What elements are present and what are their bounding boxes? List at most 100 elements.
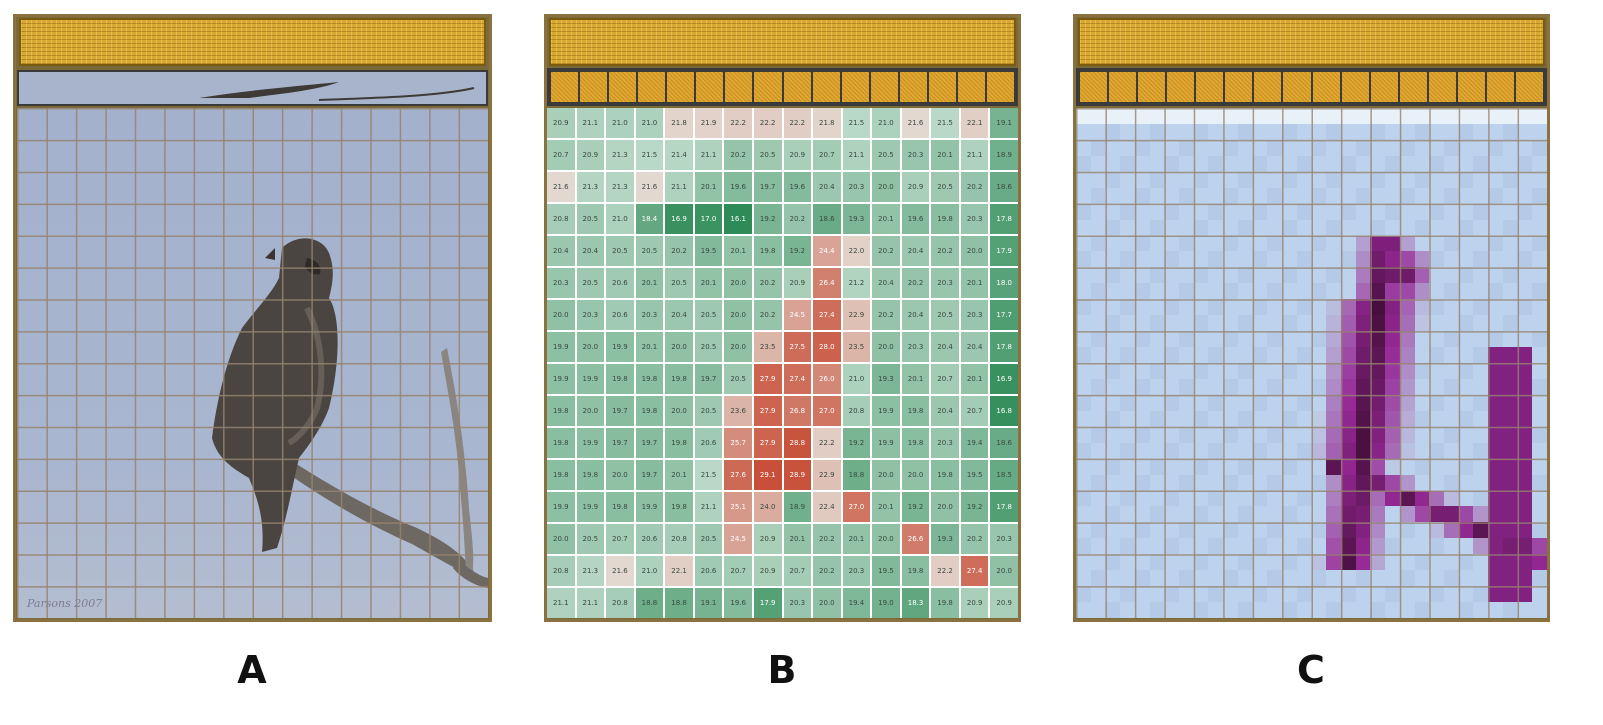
- heatmap-cell: 19.8: [547, 460, 575, 490]
- panel-label-c: C: [1297, 648, 1325, 692]
- heatmap-cell: 18.5: [990, 460, 1018, 490]
- heatmap-cell: 20.3: [783, 588, 812, 618]
- heatmap-cell: 20.2: [901, 268, 930, 298]
- heatmap-cell: 18.3: [901, 588, 930, 618]
- heatmap-cell: 20.3: [576, 300, 605, 330]
- heatmap-cell: 19.6: [901, 204, 930, 234]
- heatmap-cell: 20.3: [960, 300, 989, 330]
- heatmap-cell: 20.3: [931, 428, 959, 458]
- heatmap-cell: 20.3: [635, 300, 664, 330]
- heatmap-cell: 20.7: [547, 140, 575, 170]
- heatmap-cell: 19.6: [724, 588, 752, 618]
- heatmap-cell: 29.1: [753, 460, 782, 490]
- heatmap-cell: 22.1: [665, 556, 693, 586]
- heatmap-cell: 25.7: [724, 428, 752, 458]
- heatmap-cell: 19.7: [635, 428, 664, 458]
- heatmap-cell: 20.5: [576, 204, 605, 234]
- heatmap-cell: 20.2: [960, 172, 989, 202]
- heatmap-cell: 20.0: [547, 524, 575, 554]
- heatmap-cell: 16.1: [724, 204, 752, 234]
- heatmap-cell: 19.5: [872, 556, 900, 586]
- heatmap-cell: 19.7: [753, 172, 782, 202]
- heatmap-cell: 20.1: [872, 204, 900, 234]
- heatmap-cell: 19.8: [931, 588, 959, 618]
- heatmap-cell: 26.4: [813, 268, 841, 298]
- heatmap-cell: 23.5: [753, 332, 782, 362]
- heatmap-cell: 25.1: [724, 492, 752, 522]
- sensor-chip-header: [19, 18, 486, 66]
- heatmap-cell: 20.9: [753, 556, 782, 586]
- heatmap-cell: 18.4: [635, 204, 664, 234]
- heatmap-cell: 27.0: [842, 492, 871, 522]
- heatmap-cell: 20.5: [753, 140, 782, 170]
- heatmap-cell: 20.9: [990, 588, 1018, 618]
- heatmap-cell: 19.8: [665, 428, 693, 458]
- heatmap-cell: 20.3: [901, 140, 930, 170]
- heatmap-cell: 24.0: [753, 492, 782, 522]
- heatmap-cell: 20.9: [783, 268, 812, 298]
- heatmap-cell: 20.2: [872, 236, 900, 266]
- heatmap-cell: 19.3: [872, 364, 900, 394]
- panel-c: [1073, 14, 1550, 622]
- heatmap-cell: 19.2: [783, 236, 812, 266]
- heatmap-cell: 20.4: [931, 396, 959, 426]
- heatmap-cell: 19.9: [547, 364, 575, 394]
- panel-b: 20.9 21.1 21.0 21.0 21.8 21.9 22.2 22.2 22.2 21.8…: [544, 14, 1021, 622]
- heatmap-cell: 20.7: [931, 364, 959, 394]
- heatmap-cell: 20.3: [960, 204, 989, 234]
- panel-a: Parsons 2007: [13, 14, 492, 622]
- heatmap-cell: 21.5: [635, 140, 664, 170]
- heatmap-cell: 22.2: [753, 108, 782, 138]
- heatmap-cell: 20.0: [547, 300, 575, 330]
- heatmap-cell: 20.2: [665, 236, 693, 266]
- heatmap-cell: 20.2: [813, 524, 841, 554]
- heatmap-cell: 20.3: [990, 524, 1018, 554]
- heatmap-cell: 19.9: [606, 332, 634, 362]
- heatmap-cell: 21.0: [635, 556, 664, 586]
- heatmap-cell: 20.0: [665, 332, 693, 362]
- heatmap-cell: 20.7: [783, 556, 812, 586]
- sensor-cell-strip: [547, 68, 1018, 106]
- heatmap-cell: 20.5: [694, 300, 723, 330]
- heatmap-cell: 18.9: [990, 140, 1018, 170]
- heatmap-cell: 20.0: [813, 588, 841, 618]
- heatmap-cell: 21.0: [842, 364, 871, 394]
- heatmap-cell: 21.6: [547, 172, 575, 202]
- heatmap-cell: 20.7: [724, 556, 752, 586]
- heatmap-cell: 19.8: [931, 204, 959, 234]
- heatmap-cell: 18.6: [990, 172, 1018, 202]
- heatmap-cell: 23.5: [842, 332, 871, 362]
- heatmap-cell: 21.6: [606, 556, 634, 586]
- eagle-photo: Parsons 2007: [17, 108, 488, 618]
- heatmap-cell: 18.8: [665, 588, 693, 618]
- heatmap-cell: 17.9: [753, 588, 782, 618]
- heatmap-cell: 21.0: [606, 108, 634, 138]
- heatmap-cell: 21.6: [901, 108, 930, 138]
- heatmap-cell: 20.1: [960, 364, 989, 394]
- heatmap-cell: 21.1: [960, 140, 989, 170]
- heatmap-cell: 27.9: [753, 364, 782, 394]
- heatmap-cell: 21.3: [576, 556, 605, 586]
- heatmap-cell: 21.0: [872, 108, 900, 138]
- heatmap-cell: 20.5: [576, 268, 605, 298]
- heatmap-cell: 20.9: [547, 108, 575, 138]
- heatmap-cell: 22.9: [842, 300, 871, 330]
- heatmap-cell: 27.0: [813, 396, 841, 426]
- heatmap-cell: 20.5: [931, 172, 959, 202]
- heatmap-cell: 20.1: [872, 492, 900, 522]
- heatmap-cell: 17.0: [694, 204, 723, 234]
- heatmap-cell: 20.4: [901, 300, 930, 330]
- heatmap-cell: 19.8: [753, 236, 782, 266]
- heatmap-cell: 20.0: [990, 556, 1018, 586]
- heatmap-cell: 20.6: [694, 556, 723, 586]
- heatmap-cell: 20.1: [901, 364, 930, 394]
- heatmap-cell: 20.0: [606, 460, 634, 490]
- heatmap-cell: 20.0: [960, 236, 989, 266]
- heatmap-cell: 20.8: [547, 204, 575, 234]
- heatmap-cell: 28.9: [783, 460, 812, 490]
- heatmap-cell: 20.7: [606, 524, 634, 554]
- heatmap-cell: 20.2: [931, 236, 959, 266]
- heatmap-cell: 19.8: [931, 460, 959, 490]
- heatmap-cell: 26.6: [901, 524, 930, 554]
- heatmap-cell: 21.6: [635, 172, 664, 202]
